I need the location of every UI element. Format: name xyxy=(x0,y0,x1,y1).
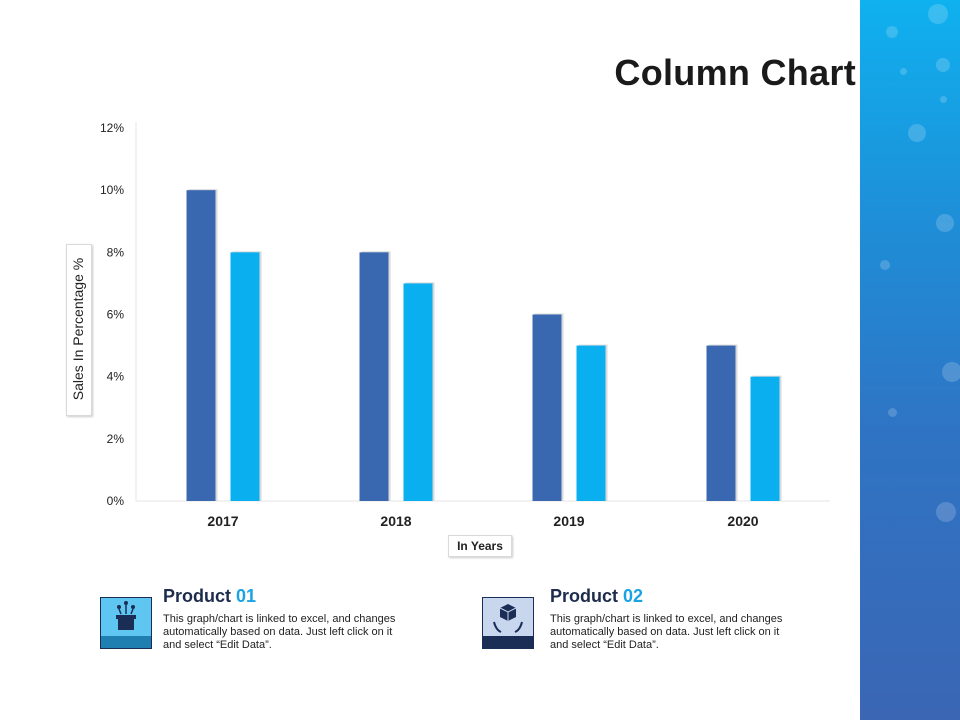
box-gift-icon xyxy=(100,597,152,649)
page-title: Column Chart xyxy=(614,52,856,93)
product-01-title: Product 01 xyxy=(163,586,257,606)
bar-product-01-2019 xyxy=(532,314,562,501)
box-hands-icon xyxy=(482,597,534,649)
y-tick-label: 2% xyxy=(107,432,125,446)
product-02-title: Product 02 xyxy=(550,586,644,606)
y-tick-label: 4% xyxy=(107,370,125,384)
bar-product-01-2020 xyxy=(706,345,736,501)
y-axis-label-box xyxy=(66,244,92,416)
decorative-sidebar xyxy=(860,0,960,720)
x-tick-label: 2019 xyxy=(553,513,584,529)
bar-product-02-2018 xyxy=(403,283,433,501)
bar-product-02-2017 xyxy=(230,252,260,501)
x-axis-label: In Years xyxy=(448,535,512,557)
bar-product-02-2020 xyxy=(750,376,780,501)
y-tick-label: 0% xyxy=(107,494,125,508)
product-02-description: This graph/chart is linked to excel, and… xyxy=(550,613,783,651)
x-tick-label: 2017 xyxy=(207,513,238,529)
x-tick-label: 2020 xyxy=(727,513,758,529)
bar-product-01-2017 xyxy=(186,190,216,501)
bar-product-01-2018 xyxy=(359,252,389,501)
bar-product-02-2019 xyxy=(576,345,606,501)
product-01-block: Product 01 This graph/chart is linked to… xyxy=(163,586,483,652)
column-chart: 0% 2% 4% 6% 8% 10% 12% 2017 2018 2019 2020 xyxy=(100,121,830,529)
y-tick-label: 10% xyxy=(100,183,124,197)
x-tick-label: 2018 xyxy=(380,513,411,529)
y-tick-label: 12% xyxy=(100,121,124,135)
product-02-block: Product 02 This graph/chart is linked to… xyxy=(550,586,870,652)
y-axis-label: Sales In Percentage % xyxy=(70,257,86,401)
product-01-description: This graph/chart is linked to excel, and… xyxy=(163,613,396,651)
y-tick-label: 6% xyxy=(107,308,125,322)
y-tick-label: 8% xyxy=(107,245,125,259)
